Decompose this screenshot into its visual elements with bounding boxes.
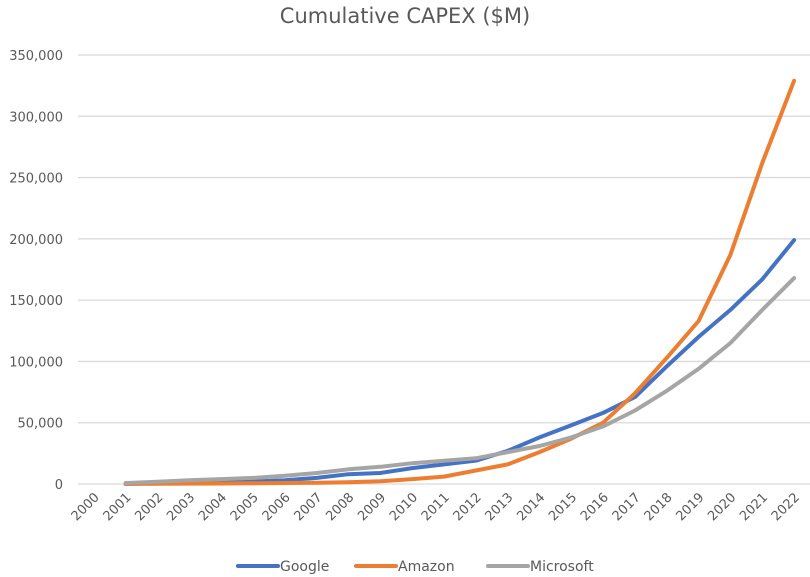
y-tick-label: 250,000	[9, 172, 63, 187]
x-tick-label: 2002	[132, 490, 166, 524]
x-tick-label: 2017	[610, 490, 644, 524]
gridlines	[78, 54, 810, 485]
x-tick-label: 2000	[69, 490, 103, 524]
y-tick-label: 50,000	[18, 417, 64, 432]
x-tick-label: 2021	[737, 490, 771, 524]
legend-label: Google	[280, 559, 329, 575]
y-tick-label: 200,000	[9, 233, 63, 248]
x-tick-label: 2020	[705, 490, 739, 524]
series-line-amazon	[123, 78, 797, 486]
y-tick-label: 150,000	[9, 294, 63, 309]
legend-item-google: Google	[236, 559, 329, 575]
x-tick-label: 2014	[514, 490, 548, 524]
x-tick-label: 2006	[260, 490, 294, 524]
y-tick-label: 0	[55, 478, 63, 493]
x-tick-label: 2015	[546, 490, 580, 524]
x-tick-label: 2004	[196, 490, 230, 524]
y-tick-label: 350,000	[9, 49, 63, 64]
series-lines	[123, 78, 797, 486]
x-tick-label: 2019	[673, 490, 707, 524]
y-tick-label: 300,000	[9, 110, 63, 125]
chart-title: Cumulative CAPEX ($M)	[280, 4, 530, 28]
x-tick-label: 2012	[451, 490, 485, 524]
x-tick-label: 2007	[292, 490, 326, 524]
x-tick-label: 2003	[164, 490, 198, 524]
legend-label: Amazon	[398, 559, 455, 575]
x-tick-label: 2009	[355, 490, 389, 524]
x-tick-label: 2005	[228, 490, 262, 524]
x-tick-label: 2018	[642, 490, 676, 524]
y-axis-ticks: 0 50,000 100,000 150,000 200,000 250,000 300,0…	[9, 49, 63, 493]
legend-label: Microsoft	[530, 559, 594, 575]
x-tick-label: 2013	[482, 490, 516, 524]
x-tick-label: 2008	[323, 490, 357, 524]
x-tick-label: 2022	[769, 490, 803, 524]
legend-item-amazon: Amazon	[354, 559, 455, 575]
x-axis-ticks: 2000200120022003200420052006200720082009…	[69, 490, 803, 524]
x-tick-label: 2001	[101, 490, 135, 524]
x-tick-label: 2011	[419, 490, 453, 524]
legend: Google Amazon Microsoft	[236, 559, 594, 575]
x-tick-label: 2010	[387, 490, 421, 524]
legend-item-microsoft: Microsoft	[486, 559, 594, 575]
y-tick-label: 100,000	[9, 355, 63, 370]
x-tick-label: 2016	[578, 490, 612, 524]
series-line-microsoft	[123, 276, 797, 485]
